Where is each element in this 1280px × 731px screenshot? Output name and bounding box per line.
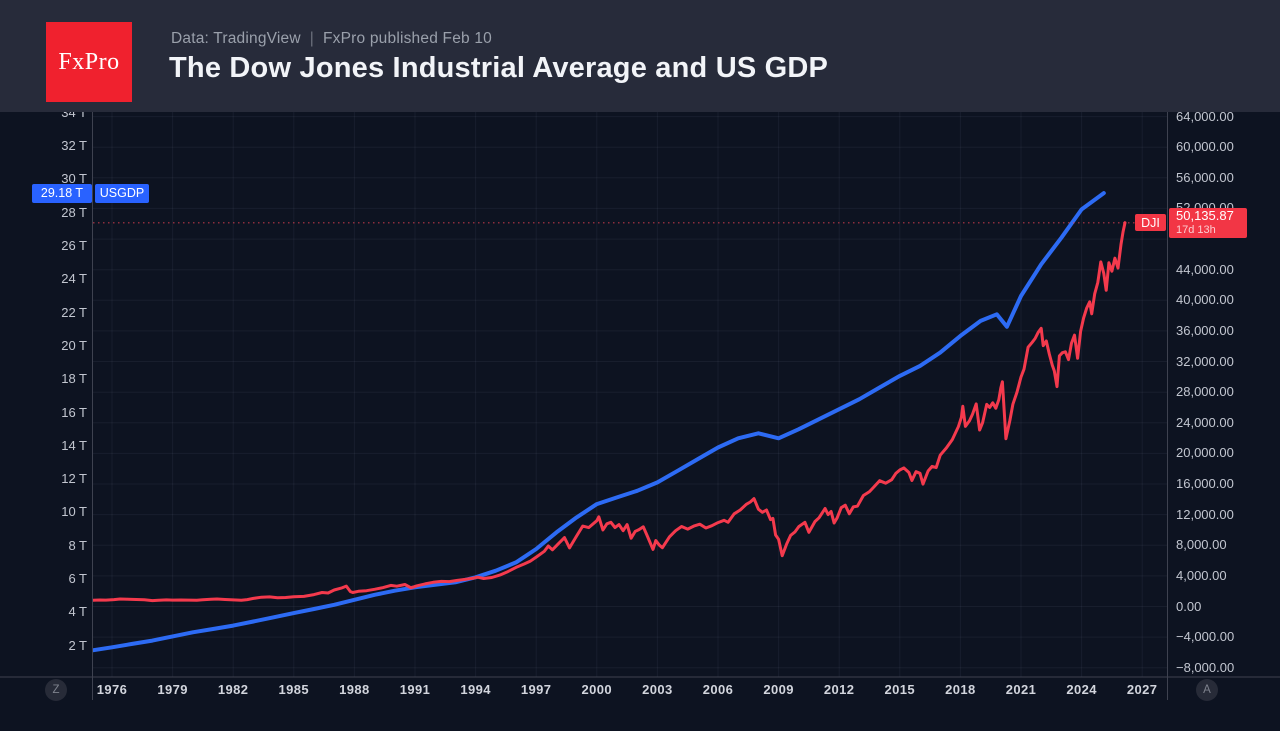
time-axis-tick: 1997	[520, 682, 552, 697]
left-axis-tick: 18 T	[61, 371, 87, 387]
time-axis-tick: 2009	[763, 682, 794, 697]
left-axis-tick: 16 T	[61, 404, 87, 420]
right-axis-tick: 40,000.00	[1176, 292, 1234, 308]
right-axis-tick: 12,000.00	[1176, 506, 1234, 522]
time-axis-tick: 1994	[460, 682, 491, 697]
usgdp-series-tag[interactable]: USGDP	[95, 183, 149, 203]
right-axis-tick: −4,000.00	[1176, 629, 1235, 645]
subtitle-separator: |	[309, 30, 315, 47]
time-axis-tick: 1976	[96, 682, 128, 697]
right-axis-tick: 60,000.00	[1176, 139, 1234, 155]
right-axis-tick: 32,000.00	[1176, 353, 1234, 369]
chart-canvas[interactable]	[0, 112, 1280, 731]
timezone-button-label: Z	[52, 684, 60, 696]
time-axis-tick: 2015	[884, 682, 916, 697]
right-axis-tick: 8,000.00	[1176, 537, 1227, 553]
dji-last-price: 50,135.87	[1176, 208, 1234, 224]
data-source-label: Data: TradingView	[171, 30, 301, 47]
right-axis-tick: 64,000.00	[1176, 112, 1234, 124]
time-axis-tick: 2006	[702, 682, 734, 697]
left-axis-tick: 10 T	[61, 504, 87, 520]
right-axis-tick: −8,000.00	[1176, 659, 1235, 675]
right-axis-tick: 44,000.00	[1176, 261, 1234, 277]
time-axis-tick: 2024	[1066, 682, 1097, 697]
chart-title: The Dow Jones Industrial Average and US …	[169, 52, 829, 84]
right-axis-tick: 36,000.00	[1176, 322, 1234, 338]
dji-last-price-badge: 50,135.87 17d 13h	[1169, 208, 1247, 239]
chart-area[interactable]: 34 T 32 T 30 T 28 T 26 T 24 T 22 T 20 T 18 T 16 T…	[0, 112, 1280, 731]
left-axis-tick: 2 T	[68, 637, 87, 653]
published-label: FxPro published Feb 10	[323, 30, 492, 47]
fxpro-logo: FxPro	[46, 22, 132, 102]
left-axis-tick: 6 T	[68, 571, 87, 586]
usgdp-last-value-badge: 29.18 T	[32, 183, 92, 203]
time-axis-tick: 1985	[278, 682, 310, 697]
left-axis-tick: 20 T	[61, 337, 87, 353]
chart-subtitle: Data: TradingView | FxPro published Feb 10	[171, 30, 492, 48]
time-axis-tick: 2000	[581, 682, 613, 697]
right-axis-tick: 20,000.00	[1176, 445, 1234, 461]
time-axis-tick: 1988	[339, 682, 370, 697]
right-axis-tick: 56,000.00	[1176, 169, 1234, 185]
time-axis-tick: 1979	[157, 682, 188, 697]
timezone-button[interactable]: Z	[45, 679, 67, 701]
header: FxPro Data: TradingView | FxPro published …	[0, 0, 1280, 112]
left-axis-tick: 8 T	[68, 537, 87, 553]
time-axis-tick: 2021	[1005, 682, 1037, 697]
left-axis-tick: 14 T	[61, 437, 87, 453]
left-axis-tick: 4 T	[68, 604, 87, 620]
dji-series-label: DJI	[1141, 215, 1160, 230]
left-axis-tick: 30 T	[61, 171, 87, 187]
dji-series-tag[interactable]: DJI	[1135, 214, 1166, 232]
auto-scale-button[interactable]: A	[1196, 679, 1218, 701]
time-axis-tick: 2003	[642, 682, 673, 697]
left-axis-tick: 28 T	[61, 204, 87, 220]
right-axis-tick: 24,000.00	[1176, 414, 1234, 430]
fxpro-logo-text: FxPro	[58, 48, 120, 75]
time-axis-tick: 1982	[217, 682, 249, 697]
left-axis-tick: 26 T	[61, 238, 87, 253]
time-axis-tick: 1991	[399, 682, 431, 697]
right-axis-tick: 16,000.00	[1176, 476, 1234, 492]
right-axis-tick: 0.00	[1176, 598, 1202, 614]
usgdp-series-label: USGDP	[99, 186, 145, 201]
left-axis-tick: 12 T	[61, 471, 87, 487]
left-axis-tick: 32 T	[61, 138, 87, 154]
left-axis-tick: 34 T	[61, 112, 87, 120]
left-axis-tick: 22 T	[61, 304, 87, 320]
dji-bar-countdown: 17d 13h	[1176, 224, 1216, 237]
time-axis-tick: 2027	[1126, 682, 1158, 697]
right-axis-tick: 28,000.00	[1176, 384, 1234, 400]
time-axis-tick: 2018	[945, 682, 976, 697]
auto-scale-button-label: A	[1203, 684, 1211, 696]
right-axis-tick: 4,000.00	[1176, 567, 1227, 583]
usgdp-last-value: 29.18 T	[40, 186, 84, 201]
time-axis-tick: 2012	[823, 682, 855, 697]
left-axis-tick: 24 T	[61, 271, 87, 287]
